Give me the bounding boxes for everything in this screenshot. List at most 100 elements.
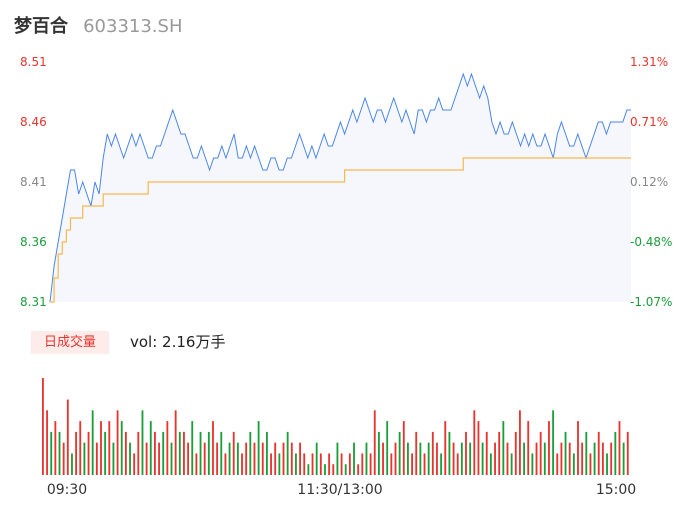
volume-bar bbox=[124, 431, 127, 475]
y-right-tick: 0.12% bbox=[630, 175, 668, 189]
volume-bar bbox=[498, 431, 501, 475]
volume-bar bbox=[411, 453, 413, 475]
volume-bar bbox=[228, 442, 231, 475]
volume-bar bbox=[543, 442, 546, 475]
volume-bar bbox=[282, 442, 285, 475]
volume-bar bbox=[510, 453, 513, 475]
volume-bar bbox=[485, 431, 488, 475]
volume-bar bbox=[307, 464, 310, 475]
volume-bar bbox=[50, 431, 53, 475]
volume-bar bbox=[531, 453, 534, 475]
y-left-tick: 8.46 bbox=[20, 115, 47, 129]
volume-bar bbox=[79, 421, 82, 475]
volume-bar bbox=[519, 410, 521, 475]
volume-bar bbox=[137, 431, 140, 475]
volume-bar bbox=[560, 442, 563, 475]
volume-bar bbox=[75, 431, 78, 475]
volume-bar bbox=[270, 453, 272, 475]
y-right-tick: 1.31% bbox=[630, 55, 668, 69]
volume-bar bbox=[112, 442, 115, 475]
volume-bar bbox=[465, 431, 467, 475]
y-right-tick: -1.07% bbox=[630, 295, 672, 309]
volume-bar bbox=[601, 442, 604, 475]
volume-bar bbox=[91, 410, 94, 475]
volume-bar bbox=[369, 453, 372, 475]
volume-bar bbox=[166, 421, 169, 475]
volume-bar bbox=[473, 410, 476, 475]
volume-bar bbox=[245, 442, 248, 475]
volume-bar bbox=[178, 431, 181, 475]
volume-bar bbox=[386, 421, 389, 475]
volume-bar bbox=[568, 442, 571, 475]
volume-bar bbox=[506, 442, 509, 475]
volume-bar bbox=[460, 442, 463, 475]
volume-bar bbox=[62, 442, 65, 475]
volume-bar bbox=[357, 464, 360, 475]
y-left-tick: 8.36 bbox=[20, 235, 47, 249]
volume-bar bbox=[295, 453, 297, 475]
volume-bar bbox=[153, 431, 156, 475]
volume-bar bbox=[539, 431, 542, 475]
volume-bar bbox=[58, 431, 61, 475]
volume-bar bbox=[224, 453, 227, 475]
price-line bbox=[49, 72, 631, 303]
y-left-tick: 8.31 bbox=[20, 295, 47, 309]
y-right-tick: -0.48% bbox=[630, 235, 672, 249]
volume-bar bbox=[523, 442, 525, 475]
volume-bar bbox=[398, 431, 401, 475]
volume-bar bbox=[373, 410, 376, 475]
volume-bar bbox=[42, 378, 44, 475]
volume-bar bbox=[116, 410, 119, 475]
average-line bbox=[50, 157, 631, 303]
y-left-tick: 8.41 bbox=[20, 175, 47, 189]
volume-bar bbox=[377, 431, 380, 475]
volume-bar bbox=[606, 453, 608, 475]
y-right-tick: 0.71% bbox=[630, 115, 668, 129]
volume-bar bbox=[477, 421, 480, 475]
volume-bar bbox=[618, 421, 621, 475]
volume-bar bbox=[494, 442, 496, 475]
volume-bar bbox=[241, 453, 243, 475]
volume-bar bbox=[303, 453, 306, 475]
volume-bar bbox=[407, 442, 409, 475]
volume-bar bbox=[261, 442, 264, 475]
volume-bar bbox=[311, 453, 314, 475]
volume-bar bbox=[502, 421, 505, 475]
volume-bar bbox=[187, 442, 190, 475]
volume-bar bbox=[581, 442, 584, 475]
volume-bar bbox=[253, 442, 256, 475]
volume-bar bbox=[614, 431, 617, 475]
volume-bar bbox=[207, 431, 210, 475]
volume-bar bbox=[183, 431, 185, 475]
volume-bar bbox=[427, 442, 430, 475]
stock-code: 603313.SH bbox=[83, 16, 183, 37]
volume-bar bbox=[66, 399, 69, 475]
volume-bar bbox=[195, 453, 198, 475]
volume-bar bbox=[290, 442, 293, 475]
volume-bar bbox=[340, 453, 343, 475]
volume-bar bbox=[626, 431, 629, 475]
volume-bar bbox=[220, 431, 223, 475]
header: 梦百合 603313.SH bbox=[14, 12, 183, 38]
volume-bar bbox=[265, 431, 268, 475]
volume-bar bbox=[456, 453, 459, 475]
volume-bar bbox=[431, 431, 434, 475]
volume-bar bbox=[382, 442, 384, 475]
volume-bar bbox=[278, 453, 281, 475]
volume-bar bbox=[440, 453, 443, 475]
volume-bar bbox=[145, 442, 148, 475]
volume-bar bbox=[191, 421, 194, 475]
volume-bar bbox=[444, 421, 447, 475]
volume-bar bbox=[46, 410, 48, 475]
volume-bar bbox=[436, 442, 438, 475]
volume-bar bbox=[232, 431, 235, 475]
volume-bar bbox=[158, 442, 160, 475]
volume-bar bbox=[236, 442, 239, 475]
volume-bar bbox=[353, 442, 355, 475]
volume-bar bbox=[104, 431, 107, 475]
volume-bar bbox=[390, 453, 393, 475]
volume-bar bbox=[203, 442, 206, 475]
price-area bbox=[50, 74, 631, 302]
volume-bar bbox=[585, 431, 588, 475]
volume-bar bbox=[133, 453, 136, 475]
